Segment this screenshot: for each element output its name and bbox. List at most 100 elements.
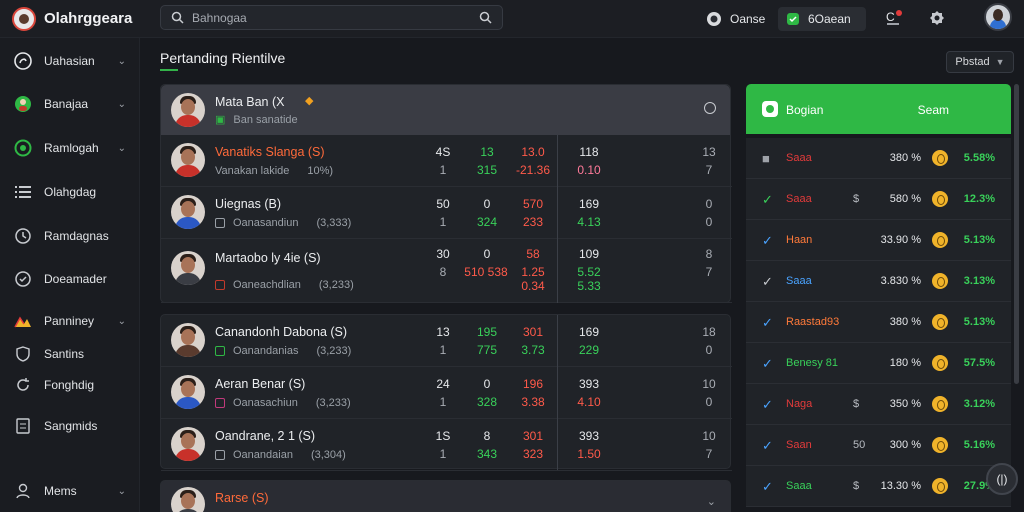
clock-icon <box>14 227 32 245</box>
stat-value: 570 <box>522 197 544 211</box>
stat-value: 13.0 <box>521 145 545 159</box>
stat-value: 0.10 <box>577 163 601 177</box>
balance-pill[interactable]: 6Oaean <box>778 7 866 31</box>
sidebar-item-8[interactable]: Fonghdig <box>0 374 140 396</box>
checkbox[interactable]: ✓ <box>762 274 773 289</box>
divider <box>557 315 558 470</box>
list-item[interactable]: ✓ Saan 50 300 % 5.16% <box>746 425 1011 466</box>
sidebar-item-1[interactable]: Banajaa ⌄ <box>0 93 140 115</box>
sidebar-item-10[interactable]: Mems ⌄ <box>0 480 140 502</box>
stat-value: 58 <box>526 247 540 261</box>
search-input[interactable]: Bahnogaa <box>192 10 247 25</box>
return-value: 12.3% <box>963 193 995 205</box>
card-header[interactable]: Mata Ban (X ◆ ▣ Ban sanatide <box>161 85 730 135</box>
list-item[interactable]: ✓ Raastad93 380 % 5.13% <box>746 302 1011 343</box>
stat-value: 0 <box>483 247 491 261</box>
bet-slip-panel: Bogian Seam ■ Saaa 380 % 5.58% ✓ Saaa $580 % 12… <box>746 84 1011 512</box>
status-indicator[interactable]: Oanse <box>706 7 765 31</box>
checkbox[interactable]: ✓ <box>762 479 773 494</box>
sidebar-item-7[interactable]: Santins <box>0 343 140 365</box>
checkbox[interactable]: ✓ <box>762 192 773 207</box>
return-value: 3.12% <box>963 398 995 410</box>
stat-value: 328 <box>476 395 498 409</box>
settings-button[interactable] <box>927 8 947 28</box>
table-row[interactable]: Uiegnas (B) Oanasandiun (3,333) 50 1 0 32… <box>161 187 732 239</box>
list-item[interactable]: ✓ Saaa $580 % 12.3% <box>746 179 1011 220</box>
player-name: Aeran Benar (S) <box>215 377 306 391</box>
checkbox[interactable]: ✓ <box>762 356 773 371</box>
currency: $ <box>853 193 860 205</box>
chevron-down-icon: ⌄ <box>117 98 126 110</box>
return-value: 5.13% <box>963 316 995 328</box>
odds-value: 33.90 % <box>880 234 921 246</box>
avatar <box>171 195 205 229</box>
currency: $ <box>853 480 860 492</box>
list-item[interactable]: ■ Saaa 380 % 5.58% <box>746 138 1011 179</box>
table-row[interactable]: Aeran Benar (S) Oanasachiun (3,233) 24 1 … <box>161 367 732 419</box>
filter-dropdown[interactable]: Pbstad ▼ <box>946 51 1014 73</box>
stat-value: 30 <box>436 247 450 261</box>
stat-value: 393 <box>578 429 600 443</box>
stat-value: 301 <box>522 429 544 443</box>
stat-value: 315 <box>476 163 498 177</box>
stat-value: 324 <box>476 215 498 229</box>
user-icon <box>14 95 32 113</box>
checkbox[interactable]: ✓ <box>762 438 773 453</box>
panel-header-action[interactable]: Seam <box>917 103 949 117</box>
sidebar-item-label: Panniney <box>44 314 95 328</box>
logo[interactable]: Olahrggeara <box>0 6 150 31</box>
odds-value: 180 % <box>889 357 921 369</box>
search-submit-icon[interactable] <box>479 11 492 24</box>
sidebar-item-4[interactable]: Ramdagnas <box>0 225 140 247</box>
sidebar-item-label: Uahasian <box>44 54 95 68</box>
stat-value: 0 <box>483 377 491 391</box>
table-row[interactable]: Oandrane, 2 1 (S) Oanandaian (3,304) 1S 1… <box>161 419 732 471</box>
list-item[interactable]: ✓ Benesy 81 180 % 57.5% <box>746 343 1011 384</box>
balance-label: 6Oaean <box>808 12 851 26</box>
stat-value: 1.50 <box>577 447 601 461</box>
match-card-3[interactable]: Rarse (S) ⌄ <box>160 480 731 512</box>
list-item[interactable]: ✓ Naga $350 % 3.12% <box>746 384 1011 425</box>
table-row[interactable]: Canandonh Dabona (S) Oanandanias (3,233) … <box>161 315 732 367</box>
options-icon[interactable] <box>704 102 716 114</box>
return-value: 3.13% <box>963 275 995 287</box>
scrollbar[interactable] <box>1014 84 1019 384</box>
stat-value: 0 <box>483 197 491 211</box>
sidebar-item-0[interactable]: Uahasian ⌄ <box>0 50 140 72</box>
sidebar-item-label: Mems <box>44 484 77 498</box>
return-value: 5.58% <box>963 152 995 164</box>
sidebar-item-3[interactable]: Olahgdag <box>0 181 140 203</box>
sidebar-item-9[interactable]: Sangmids <box>0 415 140 437</box>
help-button[interactable]: (|) <box>986 463 1018 495</box>
selection-tag: Haan <box>786 234 813 246</box>
person-icon <box>14 482 32 500</box>
list-item[interactable]: ✓ Saaa $13.30 % 27.9% <box>746 466 1011 507</box>
table-row[interactable]: Martaobo ly 4ie (S) Oaneachdlian (3,233) … <box>161 239 732 303</box>
shield-icon <box>14 345 32 363</box>
checkbox[interactable]: ✓ <box>762 315 773 330</box>
checkbox[interactable]: ✓ <box>762 233 773 248</box>
user-avatar[interactable] <box>984 3 1012 31</box>
notifications-button[interactable]: C <box>884 8 904 28</box>
stat-value: 1 <box>439 447 447 461</box>
sidebar-item-6[interactable]: Panniney ⌄ <box>0 310 140 332</box>
sidebar-item-label: Santins <box>44 347 85 361</box>
search-bar[interactable]: Bahnogaa <box>160 5 503 30</box>
checkbox[interactable]: ■ <box>762 151 770 166</box>
stat-value: 196 <box>522 377 544 391</box>
list-item[interactable]: ✓ Saaa 3.830 % 3.13% <box>746 261 1011 302</box>
player-sub: Oanandanias (3,233) <box>215 345 351 357</box>
chevron-down-icon[interactable]: ⌄ <box>706 496 716 508</box>
table-row[interactable]: Vanatiks Slanga (S) Vanakan lakide 10%) 4… <box>161 135 732 187</box>
list-item[interactable]: ✓ Haan 33.90 % 5.13% <box>746 220 1011 261</box>
chevron-down-icon: ⌄ <box>117 55 126 67</box>
checkbox[interactable]: ✓ <box>762 397 773 412</box>
panel-header[interactable]: Bogian Seam <box>746 84 1011 134</box>
sidebar-item-2[interactable]: Ramlogah ⌄ <box>0 137 140 159</box>
sidebar-item-5[interactable]: Doeamader <box>0 268 140 290</box>
stat-value: 4S <box>435 145 451 159</box>
stat-value: 233 <box>522 215 544 229</box>
help-icon: (|) <box>996 472 1008 486</box>
check-icon: ▣ <box>215 114 226 126</box>
